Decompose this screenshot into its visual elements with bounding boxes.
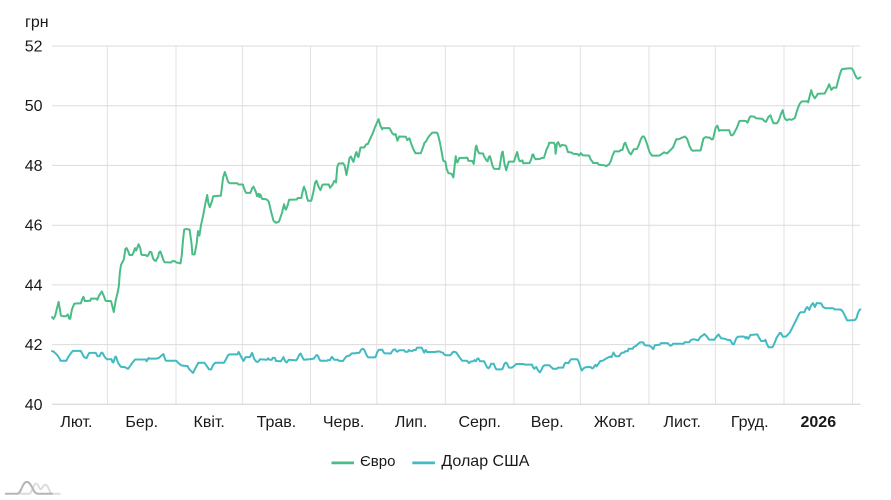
svg-text:50: 50 (25, 98, 43, 115)
svg-text:Бер.: Бер. (125, 414, 158, 431)
svg-text:грн: грн (25, 14, 49, 31)
svg-text:Груд.: Груд. (731, 414, 769, 431)
svg-text:Євро: Євро (360, 453, 395, 470)
svg-text:Квіт.: Квіт. (194, 414, 225, 431)
svg-text:Жовт.: Жовт. (594, 414, 636, 431)
svg-text:40: 40 (25, 397, 43, 414)
svg-text:Черв.: Черв. (323, 414, 364, 431)
svg-text:2026: 2026 (801, 414, 837, 431)
svg-text:Лип.: Лип. (395, 414, 428, 431)
svg-text:Лист.: Лист. (663, 414, 700, 431)
svg-text:42: 42 (25, 337, 43, 354)
svg-text:Долар США: Долар США (441, 453, 529, 470)
svg-text:46: 46 (25, 218, 43, 235)
svg-text:48: 48 (25, 158, 43, 175)
svg-text:Лют.: Лют. (60, 414, 92, 431)
svg-text:Вер.: Вер. (531, 414, 564, 431)
svg-text:44: 44 (25, 277, 43, 294)
svg-text:Серп.: Серп. (458, 414, 500, 431)
svg-text:Трав.: Трав. (257, 414, 297, 431)
svg-text:52: 52 (25, 39, 43, 56)
